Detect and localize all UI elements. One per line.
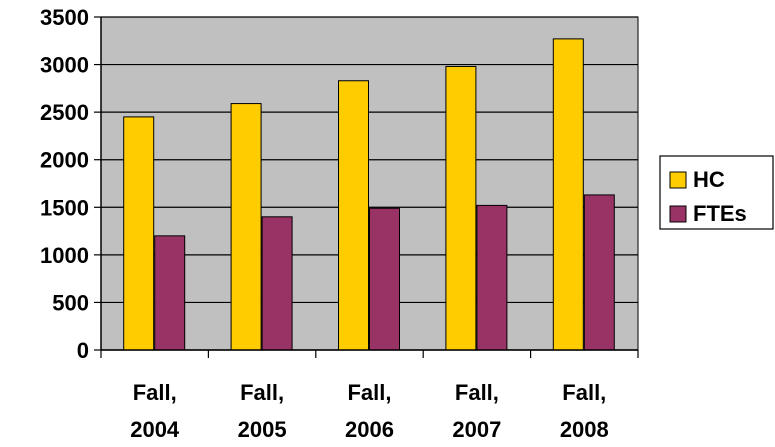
legend-label-hc: HC [693, 167, 725, 192]
x-category-label: Fall, [562, 380, 606, 405]
y-tick-label: 1000 [40, 243, 89, 268]
x-axis-ticks [100, 350, 639, 358]
bar-hc-3 [445, 65, 477, 351]
legend-label-ftes: FTEs [693, 201, 747, 226]
x-category-label: 2006 [345, 417, 394, 442]
y-axis-ticks: 0 500 1000 1500 2000 2500 3000 3500 [40, 5, 101, 363]
bar-ftes-3 [476, 204, 508, 351]
legend-swatch-hc [669, 171, 687, 189]
x-category-label: 2005 [238, 417, 287, 442]
bar-hc-0 [123, 116, 155, 351]
y-tick-label: 2000 [40, 148, 89, 173]
y-tick-label: 1500 [40, 195, 89, 220]
x-category-label: 2008 [560, 417, 609, 442]
y-tick-label: 0 [77, 338, 89, 363]
x-category-label: Fall, [133, 380, 177, 405]
y-tick-label: 3500 [40, 5, 89, 30]
bar-hc-1 [230, 103, 262, 351]
bar-ftes-1 [261, 216, 293, 351]
y-tick-label: 2500 [40, 100, 89, 125]
x-category-label: Fall, [240, 380, 284, 405]
legend-swatch-ftes [669, 205, 687, 223]
plot-border [100, 16, 639, 351]
x-category-label: 2004 [130, 417, 180, 442]
y-tick-label: 3000 [40, 53, 89, 78]
y-tick-label: 500 [52, 290, 89, 315]
x-category-label: Fall, [347, 380, 391, 405]
x-axis-labels: Fall, 2004 Fall, 2005 Fall, 2006 Fall, 2007 Fall… [130, 380, 609, 442]
bar-ftes-2 [369, 207, 400, 351]
bar-ftes-0 [154, 235, 186, 351]
bar-hc-2 [338, 80, 369, 351]
bar-ftes-4 [583, 194, 615, 351]
bars [123, 38, 615, 351]
x-category-label: 2007 [452, 417, 501, 442]
bar-hc-4 [552, 38, 584, 351]
legend: HC FTEs [659, 155, 774, 230]
x-category-label: Fall, [455, 380, 499, 405]
